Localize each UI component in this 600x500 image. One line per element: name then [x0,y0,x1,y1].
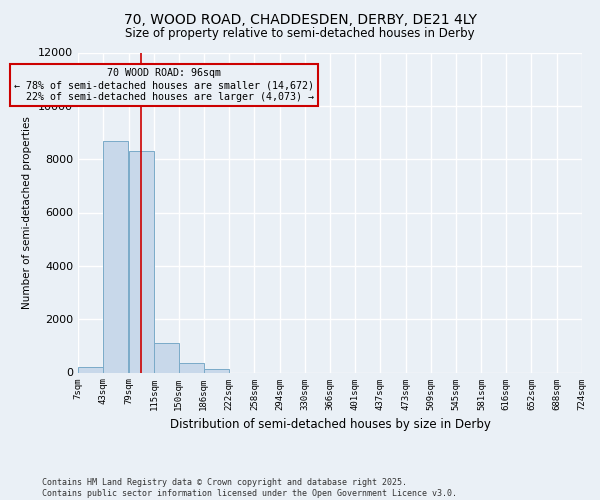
Text: 70 WOOD ROAD: 96sqm  
← 78% of semi-detached houses are smaller (14,672)
  22% o: 70 WOOD ROAD: 96sqm ← 78% of semi-detach… [14,68,314,102]
Bar [78,367,103,372]
Bar [129,151,154,372]
Text: Contains HM Land Registry data © Crown copyright and database right 2025.
Contai: Contains HM Land Registry data © Crown c… [42,478,457,498]
Text: Size of property relative to semi-detached houses in Derby: Size of property relative to semi-detach… [125,28,475,40]
X-axis label: Distribution of semi-detached houses by size in Derby: Distribution of semi-detached houses by … [170,418,490,431]
Bar [179,363,203,372]
Bar [103,140,128,372]
Bar [204,368,229,372]
Y-axis label: Number of semi-detached properties: Number of semi-detached properties [22,116,32,309]
Text: 70, WOOD ROAD, CHADDESDEN, DERBY, DE21 4LY: 70, WOOD ROAD, CHADDESDEN, DERBY, DE21 4… [124,12,476,26]
Bar [154,343,179,372]
